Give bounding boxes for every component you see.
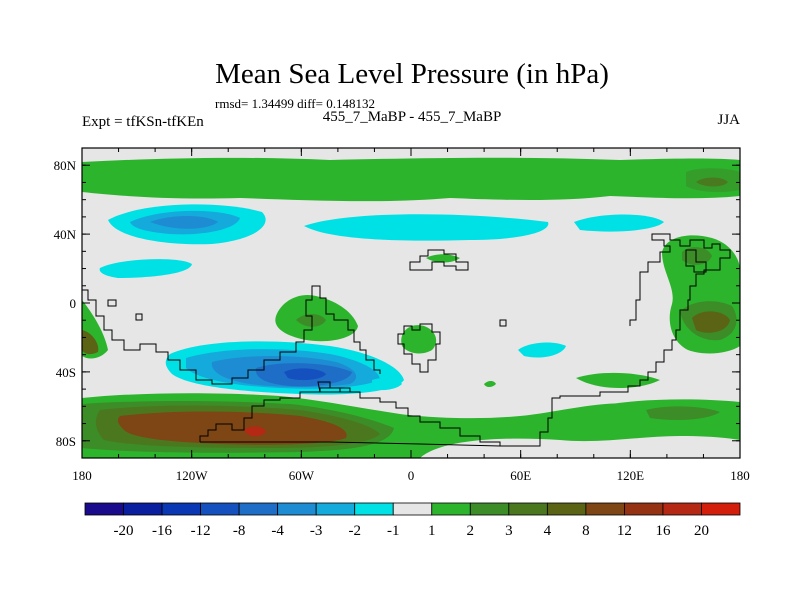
- y-tick-label: 80S: [56, 434, 76, 449]
- season-label: JJA: [717, 112, 740, 128]
- x-tick-label: 180: [730, 468, 750, 483]
- colorbar-swatch: [161, 502, 201, 516]
- coast-gondwana: [199, 233, 731, 447]
- coast-island-2: [499, 319, 507, 327]
- x-tick-label: 60W: [289, 468, 315, 483]
- center-label: 455_7_MaBP - 455_7_MaBP: [323, 109, 502, 125]
- colorbar-swatch: [662, 502, 702, 516]
- contour-north-band-3: [686, 168, 740, 193]
- colorbar-swatch: [469, 502, 510, 516]
- colorbar-swatch: [508, 502, 548, 516]
- minor-ticks: [81, 147, 741, 459]
- contour-green-eq-americas-3: [296, 314, 326, 327]
- coast-sa-west: [82, 285, 381, 385]
- y-tick-label: 80N: [54, 158, 77, 173]
- colorbar-swatch: [701, 502, 741, 516]
- contour-green-se-3: [646, 406, 720, 420]
- colorbar-label: -16: [152, 523, 172, 539]
- contour-low-40n-mid: [304, 214, 549, 241]
- colorbar-label: -4: [271, 523, 284, 539]
- y-tick-label: 0: [70, 296, 77, 311]
- x-tick-label: 0: [408, 468, 415, 483]
- x-axis: 180 120W 60W 0 60E 120E 180: [72, 148, 750, 483]
- colorbar-swatch: [392, 502, 433, 516]
- colorbar-swatch: [200, 502, 240, 516]
- x-tick-label: 120W: [176, 468, 209, 483]
- colorbar-swatch: [238, 502, 279, 516]
- colorbar-label: -8: [233, 523, 246, 539]
- colorbar-label: -12: [191, 523, 211, 539]
- contour-cyan-south-tail: [372, 377, 402, 391]
- colorbar: -20 -16 -12 -8 -4 -3 -2 -1 1 2 3 4 8 12 16 20: [84, 502, 741, 539]
- y-axis: 80N 40N 0 40S 80S: [54, 158, 740, 449]
- expt-label: Expt = tfKSn-tfKEn: [82, 114, 204, 130]
- contour-north-band: [82, 157, 740, 202]
- chart-stats: rmsd= 1.34499 diff= 0.148132: [215, 96, 375, 111]
- plot-area: [82, 148, 740, 458]
- x-tick-label: 120E: [617, 468, 645, 483]
- contour-green-europe: [426, 254, 460, 263]
- colorbar-label: -1: [387, 523, 400, 539]
- x-tick-label: 60E: [510, 468, 531, 483]
- colorbar-label: 16: [655, 523, 671, 539]
- colorbar-swatch: [277, 502, 317, 516]
- contour-green-south-east: [576, 372, 660, 388]
- contour-cyan-atl: [518, 342, 566, 358]
- colorbar-swatch: [315, 502, 356, 516]
- coast-island-3: [135, 313, 143, 321]
- colorbar-label: -3: [310, 523, 323, 539]
- contour-low-40n-east: [574, 214, 664, 232]
- colorbar-label: 2: [467, 523, 475, 539]
- contour-high-south-12: [244, 426, 266, 437]
- coast-baltica: [409, 249, 469, 271]
- colorbar-label: -2: [348, 523, 361, 539]
- colorbar-label: 20: [694, 523, 709, 539]
- colorbar-label: -20: [114, 523, 134, 539]
- coast-gondwana-south: [200, 441, 501, 447]
- colorbar-label: 8: [582, 523, 590, 539]
- colorbar-swatch: [431, 502, 471, 516]
- coast-siberia: [685, 249, 707, 273]
- colorbar-label: 12: [617, 523, 632, 539]
- contour-low-south-5: [284, 368, 326, 381]
- y-tick-label: 40S: [56, 365, 76, 380]
- colorbar-swatch: [624, 502, 664, 516]
- colorbar-swatch: [354, 502, 394, 516]
- x-tick-label: 180: [72, 468, 92, 483]
- coast-south-blob: [317, 381, 351, 393]
- y-tick-label: 40N: [54, 227, 77, 242]
- contour-low-40n-west-3: [150, 216, 218, 229]
- colorbar-swatch: [123, 502, 163, 516]
- contour-green-small: [484, 381, 496, 387]
- colorbar-label: 4: [544, 523, 552, 539]
- contour-green-africa: [401, 325, 437, 354]
- contour-low-20n: [99, 259, 192, 278]
- contour-green-wpac-n3: [682, 247, 712, 265]
- colorbar-swatch: [585, 502, 625, 516]
- colorbar-swatch: [546, 502, 587, 516]
- contour-green-wpac-4: [692, 311, 730, 333]
- coast-laurentia: [397, 323, 441, 373]
- contour-green-east-pac-3: [82, 330, 99, 355]
- colorbar-swatch: [84, 502, 124, 516]
- coast-island-1: [107, 299, 117, 307]
- chart-title: Mean Sea Level Pressure (in hPa): [215, 58, 609, 90]
- colorbar-label: 3: [505, 523, 513, 539]
- colorbar-label: 1: [428, 523, 436, 539]
